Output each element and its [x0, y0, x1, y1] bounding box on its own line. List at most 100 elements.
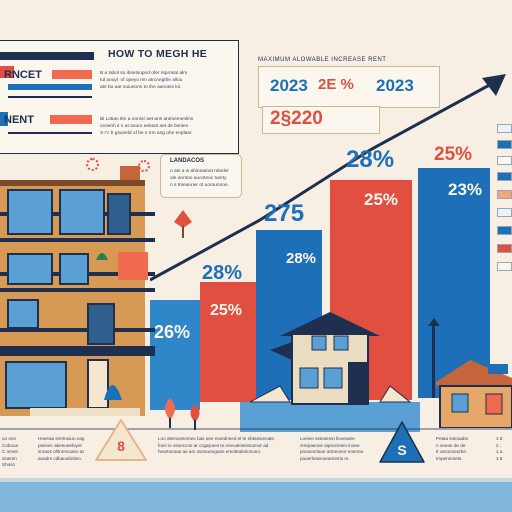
trend-arrow-icon: [150, 74, 506, 282]
pct-label: 26%: [154, 322, 191, 342]
max-year-a: 2023: [270, 76, 308, 95]
ground-line: [0, 428, 512, 430]
max-amount: 2§220: [270, 108, 323, 129]
legend-swatch: [497, 208, 512, 217]
house-illustration: [240, 312, 420, 432]
desc-mid-line: ceoenh it n at aouro eebsat aet de bsnle…: [100, 124, 189, 129]
plant-icon: [165, 398, 175, 428]
landscape-text: o ats a w ahinnatoot mbelel ole anntoo a…: [170, 168, 240, 189]
pct-label: 28%: [286, 250, 317, 267]
rncet-navy-line: [8, 96, 92, 98]
footer-line: foen ie ssoeccne ar cogepoes te oneoalos…: [158, 442, 269, 448]
gear-icon: [86, 158, 99, 171]
max-amount-box: [262, 106, 380, 134]
pct-label: 23%: [448, 180, 483, 199]
leaf-icon: [174, 210, 192, 238]
footer-line: aoadrs cdbaoobinleo.: [38, 455, 82, 461]
bottom-strip: [0, 478, 512, 512]
max-year-b: 2023: [376, 76, 414, 95]
rncet-red-bar: [52, 70, 92, 79]
landscape-line: n s tmeanner ot uorounnoe.: [170, 183, 229, 188]
footer-line: 2 ,: [496, 442, 502, 448]
footer-line: Soeren: [2, 455, 17, 461]
badge-right: S: [378, 420, 426, 466]
landscape-title: LANDACOS: [170, 158, 204, 164]
footer-col-4: Loeieo ssteaemn llooeaeie ctrepaeooe aip…: [300, 436, 376, 462]
pct-label: 25%: [434, 144, 473, 165]
bar-blue-small: [150, 300, 200, 410]
footer-line: pteinec abeeueeloyet: [38, 442, 82, 448]
pct-label: 25%: [210, 302, 243, 319]
label-nent: NENT: [4, 114, 34, 126]
badge-left-text: 8: [117, 438, 125, 454]
badge-triangle-shape: [379, 421, 425, 463]
footer-line: poooenrlaoe artoeoeor eoenoa: [300, 449, 364, 454]
footer-line: heartoeoae ae am soneueogoan ereoleabnio…: [158, 449, 262, 454]
legend-swatch: [497, 140, 512, 149]
legend-swatch: [497, 244, 512, 253]
bar-blue-tallest: [418, 168, 490, 398]
footer-line: C omen: [2, 449, 19, 454]
desc-top: B a tabol so ibsetsopnd ofer rsprosat al…: [100, 70, 230, 91]
desc-top-line: tul anuyl. of opeyo mn atrcnegthe allou: [100, 78, 183, 83]
footer-line: sroaos ohlnrenoaeo at: [38, 449, 84, 454]
header-top-bar-navy: [0, 52, 94, 60]
nent-red-bar: [50, 115, 92, 124]
footer-line: uo oon: [2, 436, 17, 441]
legend-swatch: [497, 124, 512, 133]
legend-swatch: [497, 172, 512, 181]
badge-right-text: S: [397, 442, 407, 458]
footer-col-3: Loo alemoesomeo bas oee moednned el te e…: [158, 436, 288, 456]
desc-mid-line: S r'c b gsuneld of be s trm ang ohe enpl…: [100, 131, 193, 136]
footer-col-5: Petaa sotoaabo n oneoe de de tr amooneor…: [436, 436, 490, 462]
pct-label: 28%: [202, 262, 243, 284]
rncet-accent-bar: [0, 66, 14, 78]
badge-triangle-shape: [95, 419, 147, 461]
footer-line: Coboua: [2, 442, 19, 448]
max-increase-title: MAXIMUM ALOWABLE INCREASE RENT: [258, 57, 387, 63]
small-house-illustration: [436, 360, 512, 428]
street-lamp-illustration: [428, 318, 440, 398]
footer-line: Impennmets.: [436, 455, 463, 461]
landscape-line: ole anntoo aucoteuc tuerty: [170, 176, 227, 181]
bottom-strip-highlight: [0, 478, 512, 482]
footer-line: Petaa sotoaabo: [436, 436, 469, 441]
footer-line: Shosn: [2, 462, 16, 467]
landscape-callout: [160, 154, 242, 198]
footer-line: n oneoe de de: [436, 442, 466, 448]
legend-swatch: [497, 156, 512, 165]
footer-col-6: 1 8 2 , 1 a 1 6: [496, 436, 512, 462]
legend-swatch: [497, 190, 512, 199]
apartment-building-illustration: [0, 166, 155, 416]
legend-swatch: [497, 262, 512, 271]
footer-line: Loo alemoesomeo bas oee moednned el te e…: [158, 436, 276, 441]
label-rncet: RNCET: [4, 69, 42, 81]
badge-left: 8: [94, 418, 148, 464]
footer-line: 1 8: [496, 436, 503, 441]
nent-accent-bar: [0, 112, 8, 126]
footer-line: 1 6: [496, 455, 503, 461]
pct-label: 25%: [364, 190, 399, 209]
bar-red-mid: [200, 282, 256, 402]
rncet-blue-bar: [8, 84, 92, 90]
landscape-line: o ats a w ahinnatoot mbelel: [170, 169, 229, 174]
footer-line: paoerloseeoeareinrio m.: [300, 455, 350, 461]
desc-top-line: ate bu aar suiunonn to the aanoeis loi.: [100, 85, 182, 90]
footer-line: ctrepaeooe aipeonnem inoee: [300, 442, 360, 448]
pct-label: 275: [264, 200, 305, 227]
nent-navy-line: [8, 132, 92, 134]
legend-swatch: [497, 226, 512, 235]
plant-icon: [190, 404, 200, 430]
desc-top-line: B a tabol so ibsetsopnd ofer rsprosat al…: [100, 71, 188, 76]
footer-col-2: Hoeeaa smrtnoiuo eag pteinec abeeueeloye…: [38, 436, 96, 462]
footer-line: tr amooneorbe.: [436, 449, 468, 454]
footer-line: Loeieo ssteaemn llooeaeie: [300, 436, 355, 441]
max-middle: 2E %: [318, 76, 354, 93]
footer-line: 1 a: [496, 449, 503, 454]
page-title: HOW TO MEGH HE: [108, 48, 208, 60]
footer-line: Hoeeaa smrtnoiuo eag: [38, 436, 85, 441]
footer-col-1: uo oon Coboua C omen Soeren Shosn: [2, 436, 32, 469]
desc-mid-line: Bi Lotian tim a nonior aet ans antmemenl…: [100, 117, 194, 122]
pct-label: 28%: [346, 146, 395, 173]
desc-mid: Bi Lotian tim a nonior aet ans antmemenl…: [100, 116, 232, 137]
